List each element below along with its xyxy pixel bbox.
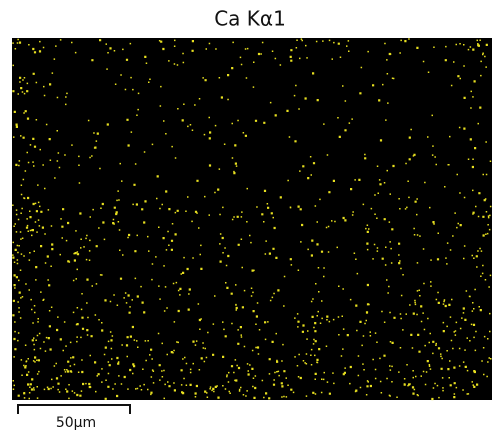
- scale-bar-label: 50µm: [56, 415, 96, 431]
- scale-bar: [17, 404, 131, 414]
- map-background: [12, 38, 492, 400]
- map-title: Ca Kα1: [214, 7, 286, 31]
